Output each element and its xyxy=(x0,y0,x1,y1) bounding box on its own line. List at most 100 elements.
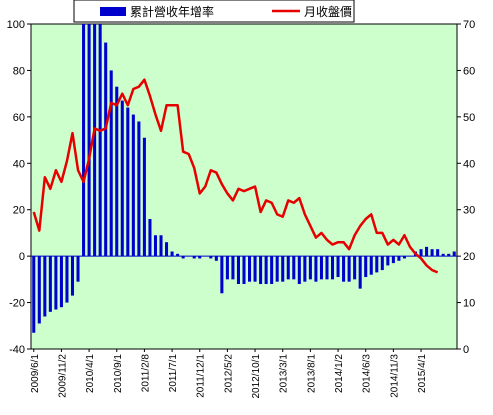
bar xyxy=(452,251,456,257)
bar xyxy=(104,42,108,257)
bar xyxy=(347,256,351,282)
bar xyxy=(115,86,119,257)
bar xyxy=(48,256,52,312)
bar xyxy=(126,107,130,257)
bar xyxy=(176,253,180,257)
left-tick-label: 100 xyxy=(7,19,25,31)
price-line xyxy=(32,78,439,274)
bar xyxy=(325,256,329,280)
bar xyxy=(270,256,274,284)
x-tick-label: 2013/8/1 xyxy=(306,354,317,393)
bar xyxy=(170,251,174,257)
bar xyxy=(242,256,246,284)
x-tick-label: 2014/6/3 xyxy=(362,354,373,393)
bar xyxy=(292,256,296,280)
bar xyxy=(198,256,202,259)
bar xyxy=(76,256,80,282)
x-tick-label: 2014/1/2 xyxy=(334,354,345,393)
bar xyxy=(93,24,97,257)
right-axis: 0 10 20 30 40 50 60 70 xyxy=(457,19,475,356)
bar xyxy=(430,249,434,257)
left-tick-label: -20 xyxy=(9,298,25,310)
right-tick-label: 70 xyxy=(463,19,475,31)
bar xyxy=(159,235,163,257)
bar xyxy=(447,253,451,257)
left-tick-label: -40 xyxy=(9,344,25,356)
bar xyxy=(386,256,390,266)
x-tick-label: 2011/7/1 xyxy=(168,354,179,393)
bar xyxy=(231,256,235,280)
bar xyxy=(436,249,440,257)
plot-area xyxy=(30,23,458,350)
bar xyxy=(181,256,185,259)
bar xyxy=(236,256,240,284)
bar xyxy=(253,256,257,282)
bar xyxy=(120,100,124,257)
bar xyxy=(286,256,290,280)
bar xyxy=(391,256,395,264)
bar xyxy=(37,256,41,324)
bar xyxy=(375,256,379,273)
bar xyxy=(65,256,69,303)
bar xyxy=(441,253,445,257)
bar xyxy=(342,256,346,282)
bar xyxy=(209,256,213,259)
bar xyxy=(425,246,429,257)
bar xyxy=(419,249,423,257)
bar xyxy=(353,256,357,280)
left-tick-label: 20 xyxy=(13,205,25,217)
bar xyxy=(214,256,218,261)
bar xyxy=(137,121,141,257)
bar xyxy=(220,256,224,294)
bar xyxy=(225,256,229,280)
x-tick-label: 2009/11/2 xyxy=(57,354,68,398)
x-tick-label: 2014/11/3 xyxy=(389,354,400,398)
bar xyxy=(59,256,63,308)
bar xyxy=(32,256,36,333)
bar xyxy=(336,256,340,278)
legend-bar-swatch xyxy=(100,7,126,16)
bar xyxy=(43,256,47,317)
legend-box xyxy=(73,0,355,23)
bar-series xyxy=(32,24,456,333)
bar xyxy=(109,70,113,257)
bar xyxy=(82,24,86,257)
legend-bar-label: 累計營收年增率 xyxy=(130,4,214,19)
bar xyxy=(319,256,323,280)
right-tick-label: 60 xyxy=(463,65,475,77)
bar xyxy=(142,137,146,257)
right-tick-label: 20 xyxy=(463,251,475,263)
bar xyxy=(364,256,368,278)
x-tick-label: 2010/4/1 xyxy=(85,354,96,393)
left-tick-label: 60 xyxy=(13,112,25,124)
x-tick-label: 2011/2/8 xyxy=(140,354,151,393)
x-tick-label: 2009/6/1 xyxy=(30,354,41,393)
bar xyxy=(297,256,301,284)
left-tick-label: 80 xyxy=(13,65,25,77)
bar xyxy=(54,256,58,310)
bar xyxy=(259,256,263,284)
right-tick-label: 40 xyxy=(463,158,475,170)
x-tick-label: 2010/9/1 xyxy=(113,354,124,393)
bar xyxy=(397,256,401,261)
bar xyxy=(402,256,406,259)
bar xyxy=(314,256,318,282)
left-axis: -40 -20 0 20 40 60 80 100 xyxy=(7,19,31,356)
bar xyxy=(98,24,102,257)
bar xyxy=(131,114,135,257)
bar xyxy=(87,24,91,257)
bar xyxy=(281,256,285,282)
bar xyxy=(369,256,373,275)
x-tick-label: 2012/10/1 xyxy=(251,354,262,399)
bar xyxy=(303,256,307,282)
left-tick-label: 0 xyxy=(19,251,25,263)
x-axis: 2009/6/1 2009/11/2 2010/4/1 2010/9/1 2011/2/… xyxy=(30,349,428,399)
right-tick-label: 0 xyxy=(463,344,469,356)
bar xyxy=(70,256,75,296)
bar xyxy=(331,256,335,280)
bar xyxy=(165,242,169,257)
bar xyxy=(275,256,279,282)
x-tick-label: 2011/12/1 xyxy=(196,354,207,398)
bar xyxy=(380,256,384,271)
